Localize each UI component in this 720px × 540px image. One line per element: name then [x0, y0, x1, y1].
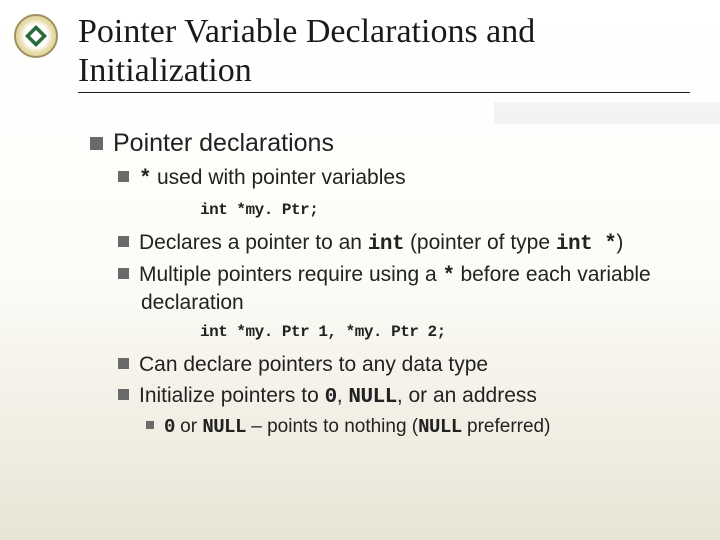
bullet-text: preferred) [462, 416, 551, 437]
code-inline: int [368, 233, 404, 256]
bullet-null-preferred: 0 or NULL – points to nothing (NULL pref… [146, 415, 690, 440]
bullet-declares-pointer: Declares a pointer to an int (pointer of… [118, 230, 690, 258]
bullet-icon [118, 358, 129, 369]
code-inline: NULL [418, 416, 462, 438]
bullet-icon [118, 268, 129, 279]
slide-title: Pointer Variable Declarations and Initia… [78, 12, 690, 93]
bullet-text: or [175, 416, 202, 437]
bullet-text: – points to nothing ( [246, 416, 418, 437]
code-inline: 0 [325, 386, 337, 409]
bullet-text: , [337, 384, 349, 407]
bullet-text: , or an address [397, 384, 537, 407]
logo-inner-shape [25, 25, 47, 47]
bullet-text: ) [616, 231, 623, 254]
code-inline: int * [556, 233, 617, 256]
code-inline: NULL [348, 386, 396, 409]
bullet-text: used with pointer variables [151, 166, 405, 189]
institution-logo [14, 14, 58, 58]
bullet-icon [118, 236, 129, 247]
bullet-text: Initialize pointers to [139, 384, 325, 407]
bullet-pointer-declarations: Pointer declarations [90, 128, 690, 159]
bullet-text: Pointer declarations [113, 129, 334, 157]
bullet-text: Multiple pointers require using a [139, 263, 443, 286]
code-inline: * [139, 168, 151, 191]
code-inline: NULL [202, 416, 246, 438]
bullet-any-data-type: Can declare pointers to any data type [118, 352, 690, 378]
title-shadow-bar [494, 102, 720, 124]
bullet-multiple-pointers: Multiple pointers require using a * befo… [118, 262, 690, 317]
code-inline: 0 [164, 416, 175, 438]
bullet-icon [118, 389, 129, 400]
code-line-2: int *my. Ptr 1, *my. Ptr 2; [200, 322, 690, 342]
bullet-text: Can declare pointers to any data type [139, 353, 488, 376]
bullet-icon [118, 171, 129, 182]
bullet-text: Declares a pointer to an [139, 231, 368, 254]
bullet-icon [146, 421, 154, 429]
slide-content: Pointer declarations * used with pointer… [90, 128, 690, 442]
code-line-1: int *my. Ptr; [200, 200, 690, 220]
bullet-icon [90, 137, 103, 150]
bullet-text: (pointer of type [404, 231, 556, 254]
code-inline: * [443, 265, 455, 288]
bullet-star-used: * used with pointer variables [118, 165, 690, 193]
bullet-initialize-pointers: Initialize pointers to 0, NULL, or an ad… [118, 383, 690, 411]
